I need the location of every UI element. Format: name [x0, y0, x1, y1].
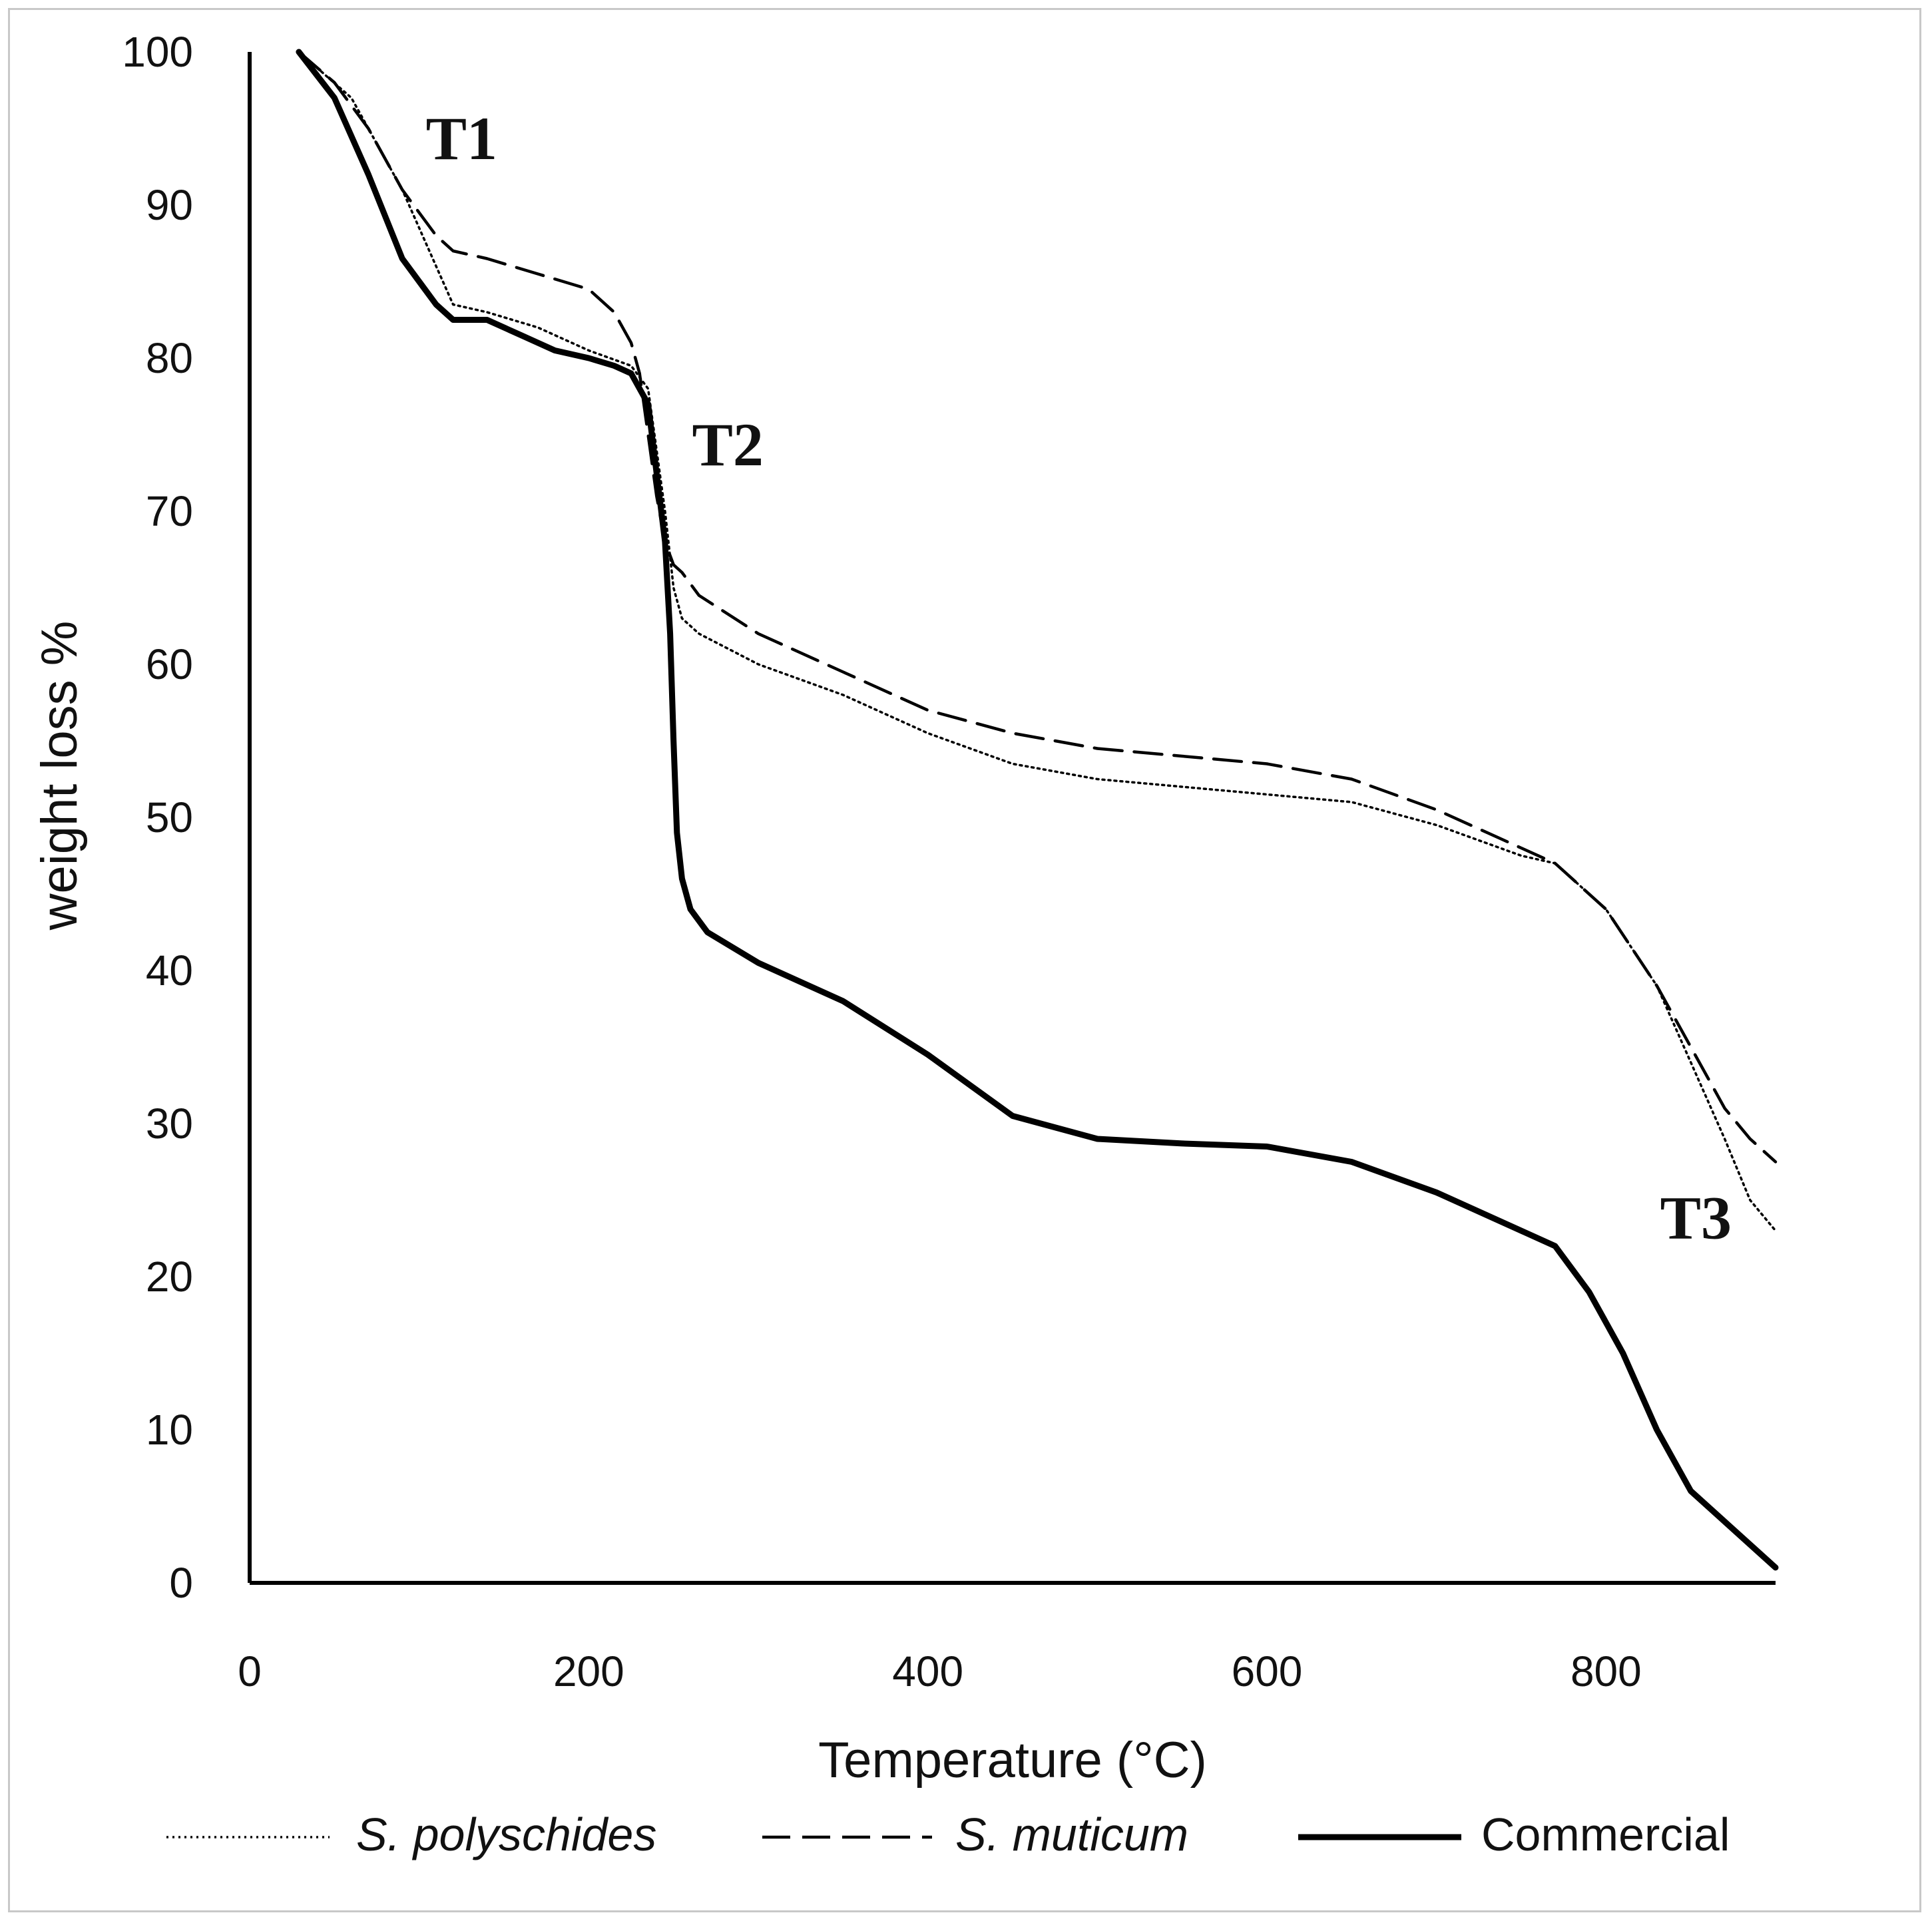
annotation-t3: T3: [1660, 1184, 1732, 1252]
x-tick-label: 800: [1570, 1647, 1642, 1695]
y-tick-label: 80: [146, 334, 193, 382]
y-tick-label: 30: [146, 1100, 193, 1148]
x-axis-title: Temperature (°C): [818, 1732, 1207, 1789]
annotation-t2: T2: [692, 411, 763, 479]
y-tick-label: 20: [146, 1253, 193, 1301]
y-tick-label: 0: [169, 1559, 193, 1607]
series-line-s-muticum: [297, 50, 1778, 1164]
legend-label: S. polyschides: [356, 1809, 656, 1860]
y-tick-label: 60: [146, 640, 193, 688]
y-axis-title: weight loss %: [31, 621, 88, 931]
y-tick-label: 70: [146, 487, 193, 535]
axes: [248, 52, 1776, 1585]
annotation-t1: T1: [426, 105, 497, 172]
legend: S. polyschides S. muticum Commercial: [166, 1809, 1730, 1860]
x-tick-labels: 0 200 400 600 800: [238, 1647, 1642, 1695]
annotations: T1 T2 T3: [426, 105, 1732, 1252]
y-tick-label: 90: [146, 181, 193, 229]
y-tick-label: 50: [146, 793, 193, 841]
legend-label: Commercial: [1481, 1809, 1730, 1860]
chart-frame: 0 10 20 30 40 50 60 70 80 90 100 0 200 400 600 800 T1 T…: [8, 8, 1921, 1912]
y-tick-label: 40: [146, 947, 193, 994]
y-tick-labels: 0 10 20 30 40 50 60 70 80 90 100: [122, 28, 193, 1607]
series-line-commercial: [296, 49, 1779, 1571]
legend-label: S. muticum: [955, 1809, 1188, 1860]
series-lines: [296, 49, 1779, 1571]
x-tick-label: 200: [553, 1647, 624, 1695]
y-tick-label: 10: [146, 1406, 193, 1454]
x-tick-label: 0: [238, 1647, 262, 1695]
y-tick-label: 100: [122, 28, 193, 76]
x-tick-label: 400: [892, 1647, 963, 1695]
series-line-s-polyschides: [298, 51, 1777, 1232]
x-tick-label: 600: [1232, 1647, 1303, 1695]
